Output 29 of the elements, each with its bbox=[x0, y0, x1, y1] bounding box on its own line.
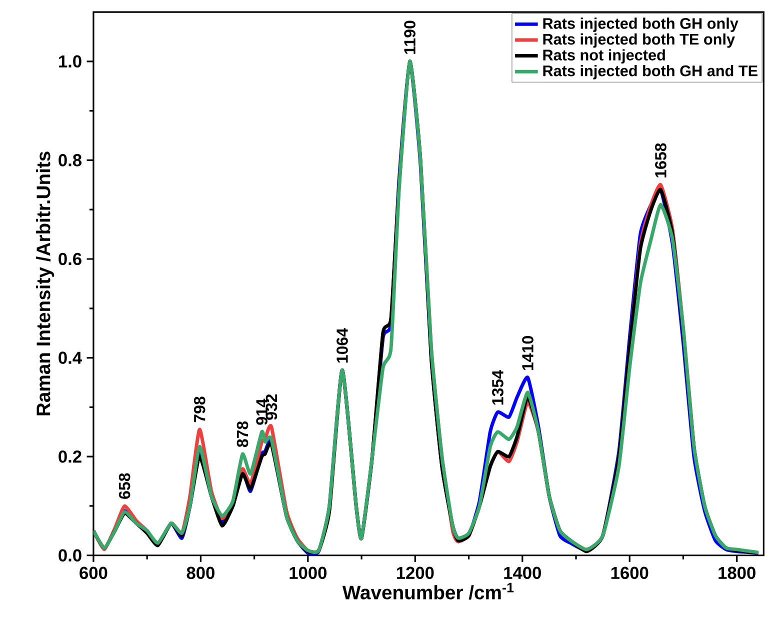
annotation: 878 bbox=[236, 421, 248, 448]
x-tick-label: 1000 bbox=[290, 566, 327, 579]
x-tick-label: 800 bbox=[186, 566, 214, 579]
y-axis-title: Raman Intensity /Arbitr.Units bbox=[36, 152, 54, 416]
annotation: 914 bbox=[256, 398, 268, 425]
y-tick-label: 1.0 bbox=[59, 55, 82, 68]
y-tick-label: 0.2 bbox=[58, 450, 82, 463]
annotation: 932 bbox=[266, 394, 278, 420]
annotation: 1354 bbox=[492, 370, 504, 405]
annotation: 1410 bbox=[522, 336, 534, 370]
x-tick-label: 600 bbox=[80, 566, 108, 579]
annotation: 1190 bbox=[404, 20, 416, 54]
annotation: 1064 bbox=[336, 328, 348, 363]
x-axis-title: Wavenumber /cm$^{-1}$ bbox=[342, 582, 514, 600]
annotation: 798 bbox=[194, 396, 206, 422]
y-tick-label: 0.0 bbox=[58, 549, 82, 562]
y-tick-label: 0.8 bbox=[58, 154, 82, 166]
x-tick-label: 1600 bbox=[611, 566, 648, 579]
legend-label: Rats injected both GH and TE bbox=[543, 64, 758, 80]
annotation: 1658 bbox=[655, 143, 666, 178]
y-tick-label: 0.4 bbox=[58, 352, 82, 364]
x-tick-label: 1400 bbox=[504, 566, 541, 579]
legend-label: Rats injected both GH only bbox=[543, 18, 738, 32]
x-tick-label: 1200 bbox=[396, 566, 434, 579]
legend-label: Rats not injected bbox=[543, 49, 665, 64]
legend-label: Rats injected both TE only bbox=[543, 33, 735, 48]
y-tick-label: 0.6 bbox=[58, 252, 82, 266]
annotation: 658 bbox=[118, 473, 130, 499]
x-tick-label: 1800 bbox=[718, 566, 756, 579]
